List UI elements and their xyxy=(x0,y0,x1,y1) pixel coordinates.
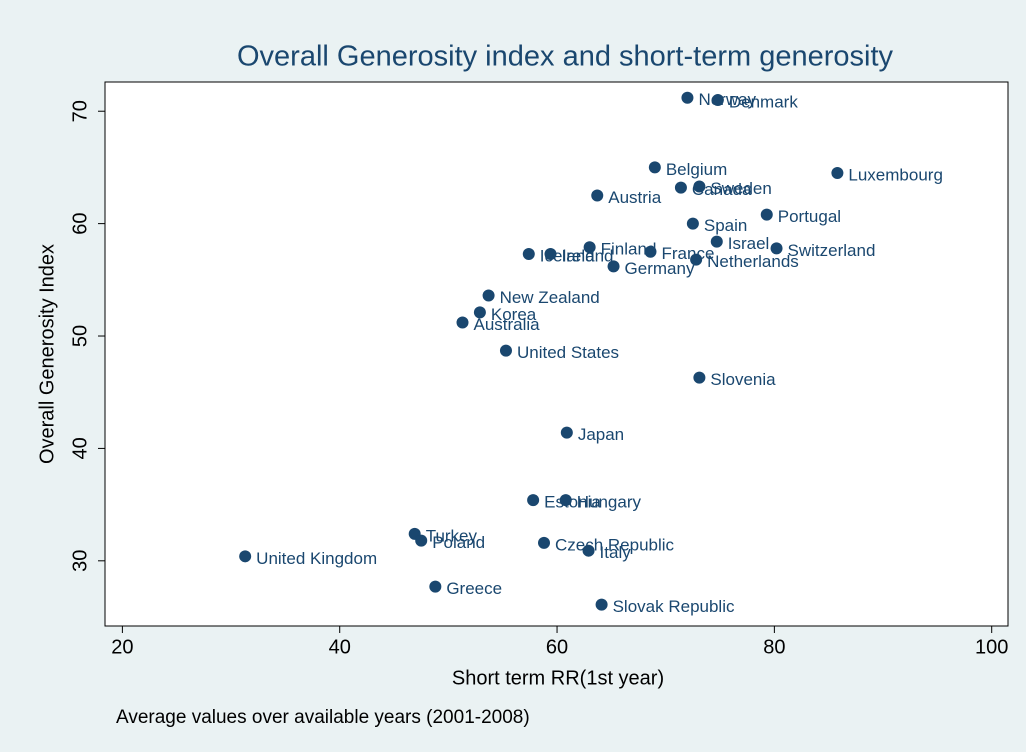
point-label: Poland xyxy=(432,533,485,552)
point-label: Australia xyxy=(474,315,541,334)
point xyxy=(429,580,442,593)
plot-area xyxy=(104,81,1009,627)
point-label: New Zealand xyxy=(500,288,600,307)
point xyxy=(690,253,703,266)
point xyxy=(648,161,661,174)
point-label: Estonia xyxy=(544,493,601,512)
point xyxy=(711,93,724,106)
point-label: Slovak Republic xyxy=(613,597,735,616)
point xyxy=(559,494,572,507)
point xyxy=(710,235,723,248)
point xyxy=(770,242,783,255)
point xyxy=(644,245,657,258)
point-label: Norway xyxy=(698,90,756,109)
point-label: Hungary xyxy=(577,493,642,512)
point xyxy=(686,217,699,230)
point xyxy=(607,260,620,273)
point-label: Finland xyxy=(601,240,657,259)
y-tick-label: 60 xyxy=(69,212,91,234)
point xyxy=(522,247,535,260)
y-tick-label: 30 xyxy=(69,550,91,572)
point-label: United Kingdom xyxy=(256,549,377,568)
point xyxy=(583,241,596,254)
point xyxy=(674,181,687,194)
point-label: Sweden xyxy=(710,179,771,198)
point xyxy=(499,344,512,357)
point-label: Ireland xyxy=(562,246,614,265)
y-tick-label: 70 xyxy=(69,100,91,122)
point xyxy=(456,316,469,329)
x-tick-label: 40 xyxy=(329,636,351,658)
point xyxy=(560,426,573,439)
point xyxy=(760,208,773,221)
point xyxy=(681,91,694,104)
point-label: Denmark xyxy=(729,92,798,111)
point-label: Japan xyxy=(578,425,624,444)
y-tick-label: 50 xyxy=(69,325,91,347)
point-label: Turkey xyxy=(426,526,478,545)
point xyxy=(544,247,557,260)
x-axis-label: Short term RR(1st year) xyxy=(452,667,664,689)
point xyxy=(831,167,844,180)
point-label: Belgium xyxy=(666,160,727,179)
point xyxy=(473,306,486,319)
y-axis-label: Overall Generosity Index xyxy=(36,244,58,464)
point-label: Israel xyxy=(728,234,770,253)
point-label: Germany xyxy=(625,259,695,278)
x-tick-label: 100 xyxy=(975,636,1008,658)
point-label: Greece xyxy=(446,579,502,598)
x-tick-label: 20 xyxy=(111,636,133,658)
point xyxy=(482,289,495,302)
point-label: Luxembourg xyxy=(848,166,943,185)
point-label: Switzerland xyxy=(788,241,876,260)
point xyxy=(595,598,608,611)
point-label: Spain xyxy=(704,216,747,235)
y-tick-label: 40 xyxy=(69,437,91,459)
point-label: Netherlands xyxy=(707,252,799,271)
point xyxy=(527,494,540,507)
x-tick-label: 80 xyxy=(763,636,785,658)
point xyxy=(538,536,551,549)
point-label: United States xyxy=(517,343,619,362)
point-label: Canada xyxy=(692,180,752,199)
x-tick-label: 60 xyxy=(546,636,568,658)
point xyxy=(239,550,252,563)
point xyxy=(582,544,595,557)
point-label: Portugal xyxy=(778,207,841,226)
point xyxy=(693,180,706,193)
point xyxy=(415,534,428,547)
note: Average values over available years (200… xyxy=(116,707,530,728)
chart-title: Overall Generosity index and short-term … xyxy=(237,41,894,73)
point-label: Austria xyxy=(608,188,661,207)
point-label: Italy xyxy=(600,543,632,562)
point-label: Korea xyxy=(491,305,537,324)
point-label: Slovenia xyxy=(710,370,776,389)
point xyxy=(693,371,706,384)
point xyxy=(591,189,604,202)
